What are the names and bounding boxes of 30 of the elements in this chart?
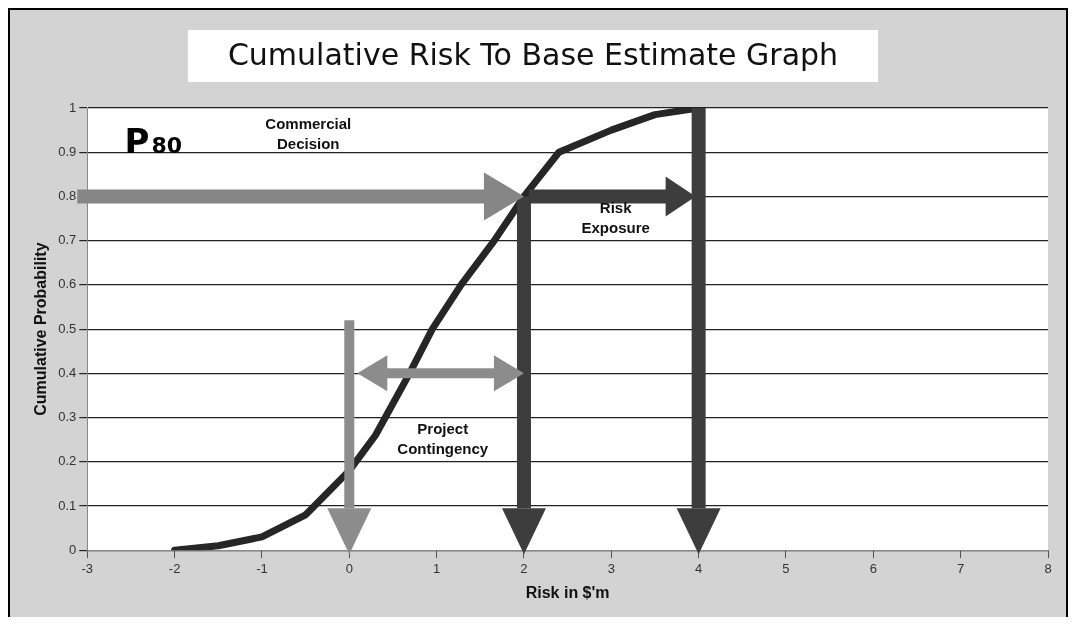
y-tick-label: 0.4 [58,364,77,380]
x-tick-label: 6 [869,560,877,576]
x-tick-label: 7 [957,560,965,576]
y-tick-label: 1 [69,99,77,115]
chart-title: Cumulative Risk To Base Estimate Graph [227,36,839,72]
y-tick-label: 0.6 [58,276,77,292]
y-axis-title: Cumulative Probability [32,242,50,416]
annotation: Commercial Decision [265,114,352,152]
y-tick-label: 0.2 [58,453,77,469]
y-tick-label: 0 [69,541,77,557]
annotation: Risk Exposure [581,198,650,236]
x-tick-label: 3 [607,560,615,576]
y-tick-label: 0.9 [58,143,77,159]
x-tick-label: -2 [168,560,181,576]
x-tick-label: 2 [520,560,528,576]
y-tick-label: 0.5 [58,320,77,336]
x-tick-label: 5 [782,560,790,576]
y-tick-label: 0.1 [58,497,77,513]
y-tick-label: 0.3 [58,409,77,425]
x-tick-label: 8 [1044,560,1052,576]
annotation: Project Contingency [397,419,489,457]
x-tick-label: 0 [345,560,353,576]
x-tick-label: 1 [433,560,441,576]
y-tick-label: 0.7 [58,232,77,248]
x-axis-title: Risk in $'m [525,583,610,601]
annotation: P80 [124,120,183,161]
y-tick-label: 0.8 [58,188,77,204]
x-tick-label: -3 [81,560,94,576]
x-tick-label: 4 [695,560,703,576]
x-tick-label: -1 [256,560,268,576]
